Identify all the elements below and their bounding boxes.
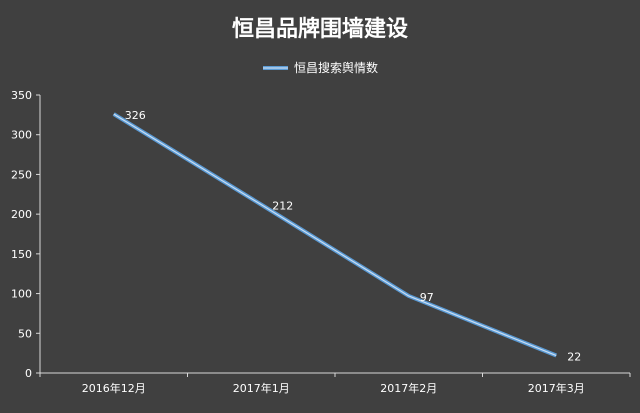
series-line-inner <box>113 113 557 357</box>
legend-label: 恒昌搜索舆情数 <box>294 60 378 75</box>
x-tick-label: 2017年3月 <box>528 381 585 395</box>
y-tick-label: 250 <box>11 168 32 181</box>
data-label: 97 <box>420 291 434 304</box>
data-label: 22 <box>567 351 581 364</box>
x-tick-label: 2017年1月 <box>233 381 290 395</box>
series-line-outer <box>112 112 557 358</box>
y-tick-label: 200 <box>11 208 32 221</box>
y-tick-label: 300 <box>11 129 32 142</box>
y-tick-label: 50 <box>18 327 32 340</box>
x-tick-label: 2016年12月 <box>82 381 146 395</box>
series-line <box>112 112 557 358</box>
y-tick-label: 100 <box>11 288 32 301</box>
chart-title: 恒昌品牌围墙建设 <box>232 16 408 42</box>
data-label: 326 <box>125 109 146 122</box>
y-tick-label: 350 <box>11 89 32 102</box>
x-tick-label: 2017年2月 <box>380 381 437 395</box>
data-labels: 326 212 97 22 <box>125 109 582 363</box>
y-tick-labels: 0 50 100 150 200 250 300 350 <box>11 89 40 380</box>
data-label: 212 <box>272 200 293 213</box>
y-tick-label: 0 <box>25 367 32 380</box>
legend: 恒昌搜索舆情数 <box>263 60 378 75</box>
x-tick-labels: 2016年12月 2017年1月 2017年2月 2017年3月 <box>39 373 631 395</box>
y-tick-label: 150 <box>11 248 32 261</box>
